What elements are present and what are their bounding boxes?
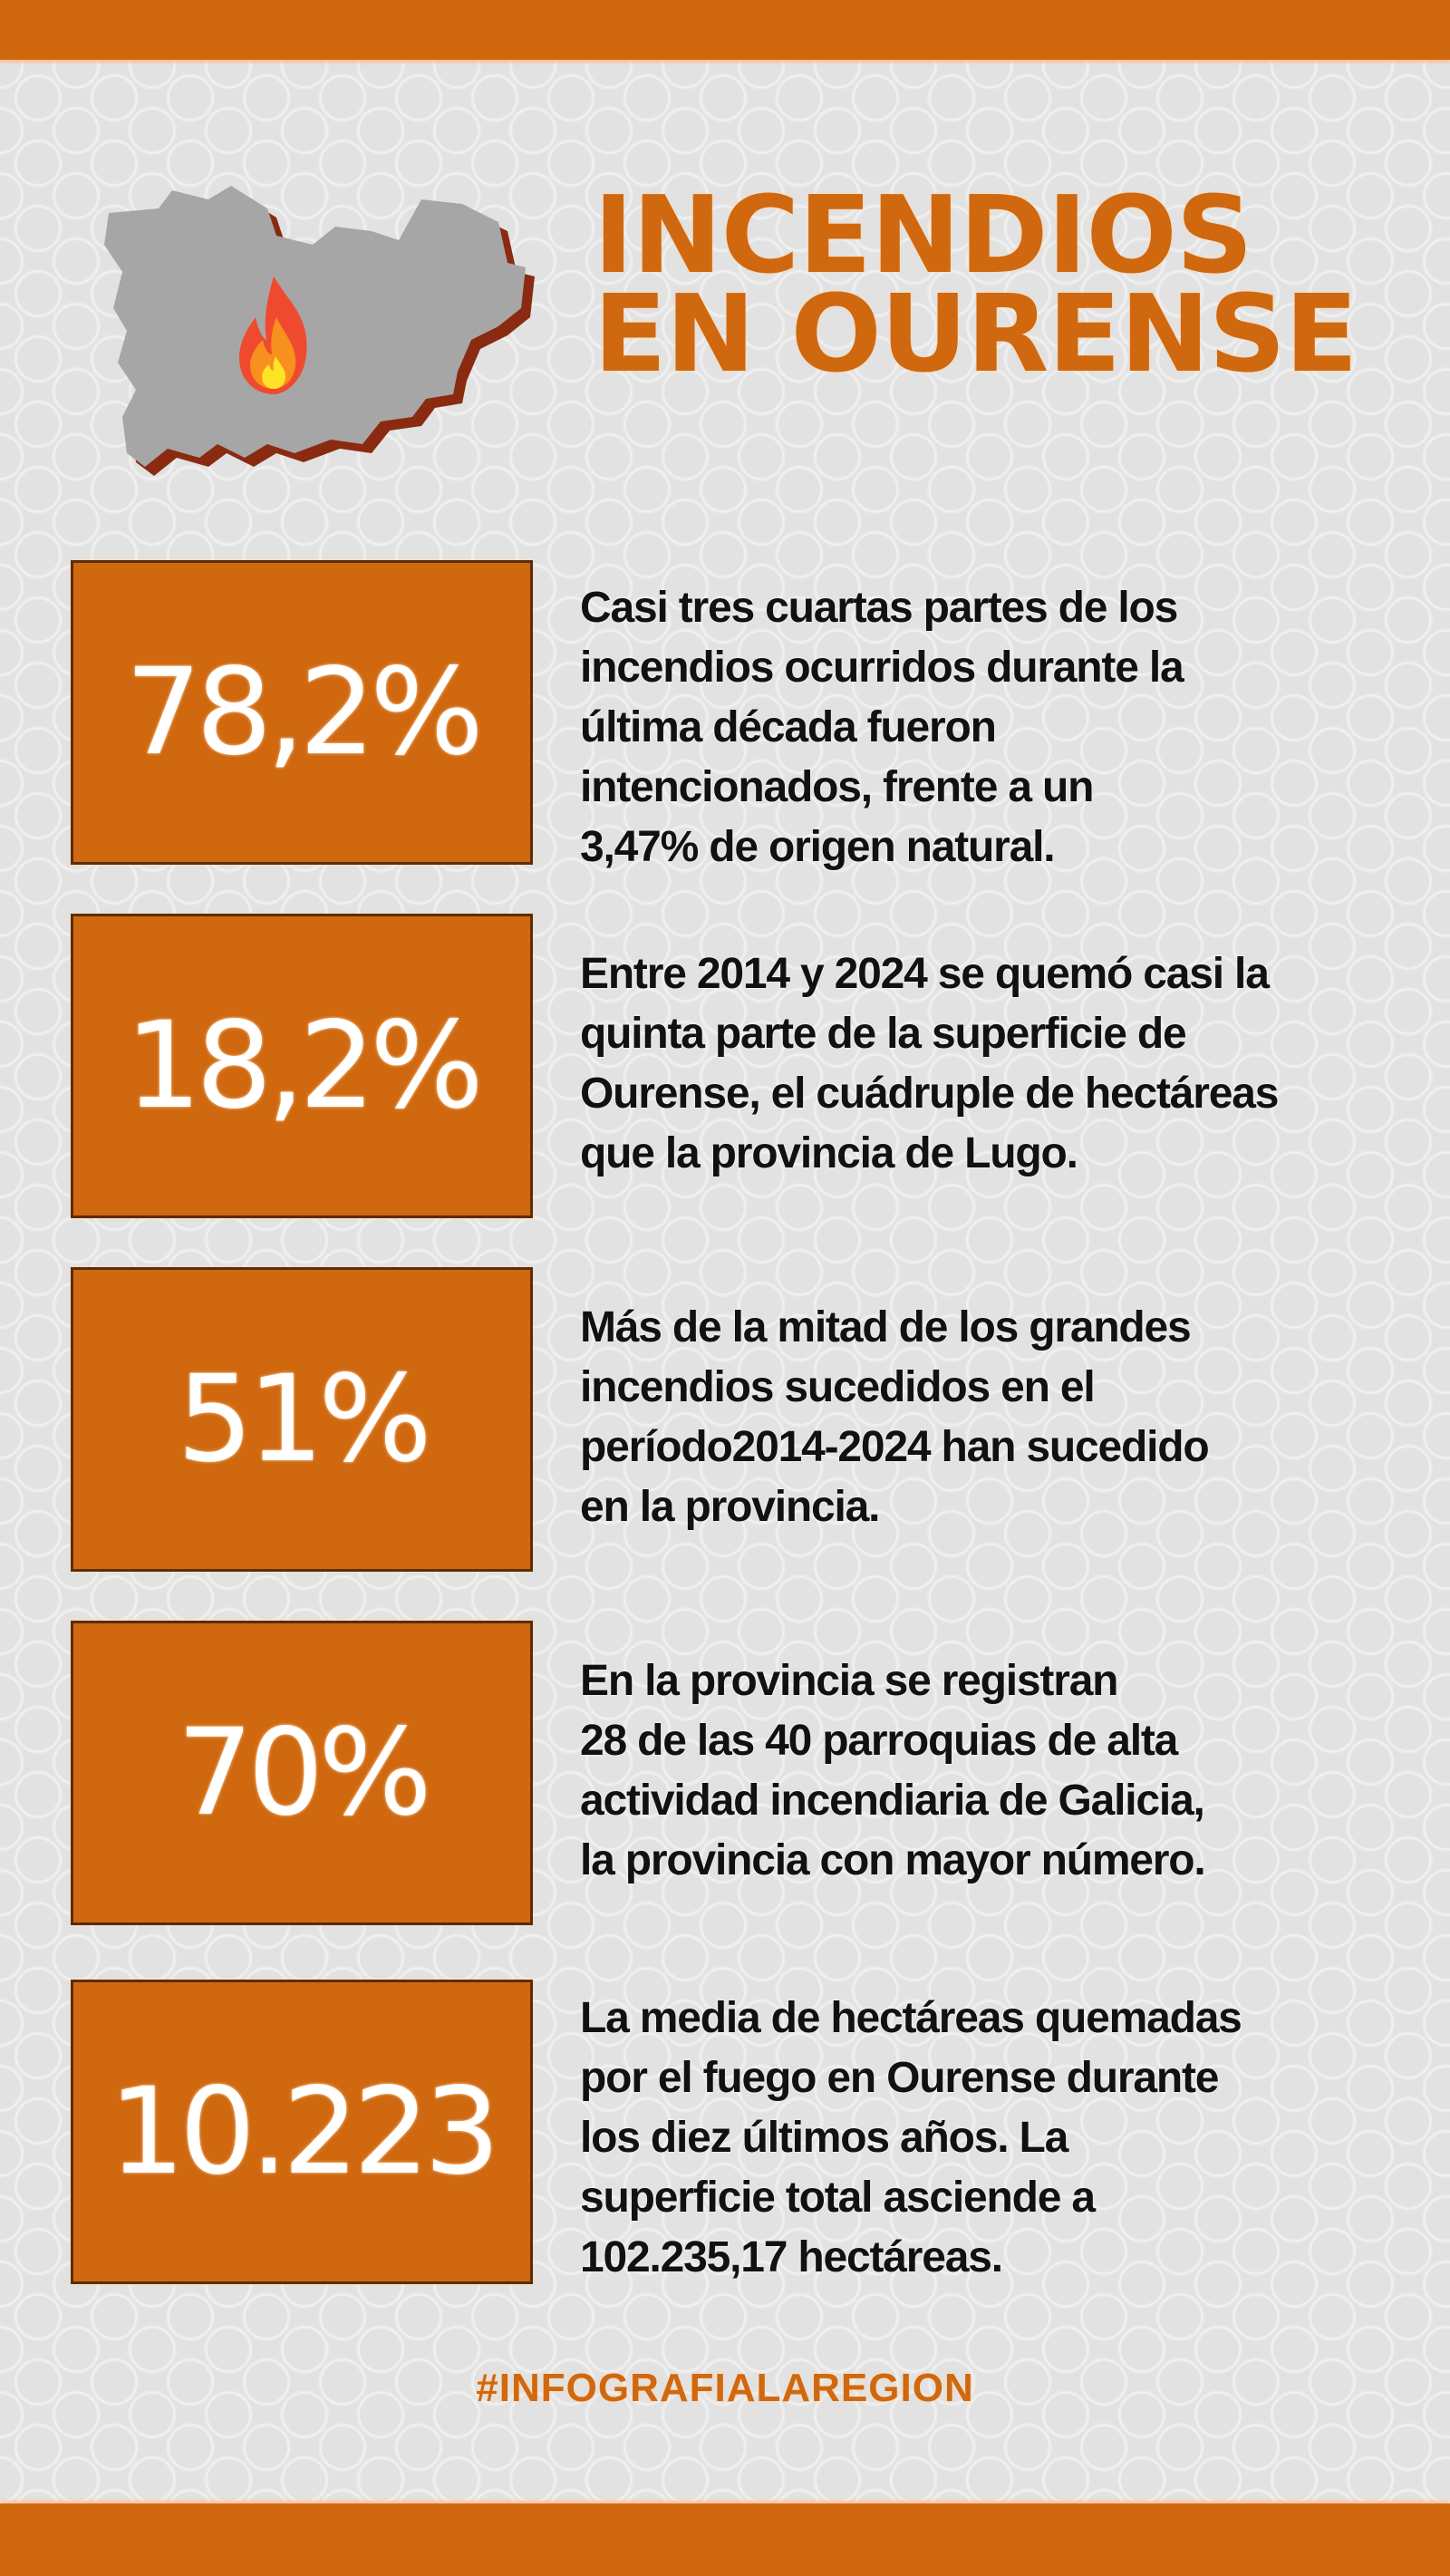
page-title: INCENDIOS EN OURENSE — [594, 172, 1358, 396]
stat-value: 51% — [177, 1350, 431, 1489]
stat-description: En la provincia se registran 28 de las 4… — [580, 1657, 1206, 1884]
hashtag-footer: #INFOGRAFIALAREGION — [476, 2366, 974, 2410]
top-accent-band — [0, 0, 1450, 60]
stat-description: La media de hectáreas quemadas por el fu… — [580, 1994, 1242, 2281]
stat-description: Entre 2014 y 2024 se quemó casi la quint… — [580, 950, 1279, 1177]
stat-value-box: 51% — [71, 1267, 533, 1572]
stat-value: 78,2% — [125, 643, 483, 782]
fire-icon — [239, 276, 307, 394]
stat-value-box: 78,2% — [71, 560, 533, 865]
title-line-2: EN OURENSE — [594, 270, 1358, 396]
ourense-province-map-icon — [72, 172, 553, 480]
stat-value-box: 18,2% — [71, 914, 533, 1218]
stat-value-box: 10.223 — [71, 1980, 533, 2284]
stat-description: Más de la mitad de los grandes incendios… — [580, 1303, 1210, 1531]
bottom-accent-band — [0, 2503, 1450, 2576]
stat-value: 70% — [177, 1703, 431, 1843]
title-line-1: INCENDIOS — [594, 172, 1253, 297]
stat-value: 10.223 — [109, 2062, 500, 2202]
stat-value-box: 70% — [71, 1621, 533, 1925]
stat-description: Casi tres cuartas partes de los incendio… — [580, 584, 1184, 871]
stat-value: 18,2% — [125, 996, 483, 1136]
